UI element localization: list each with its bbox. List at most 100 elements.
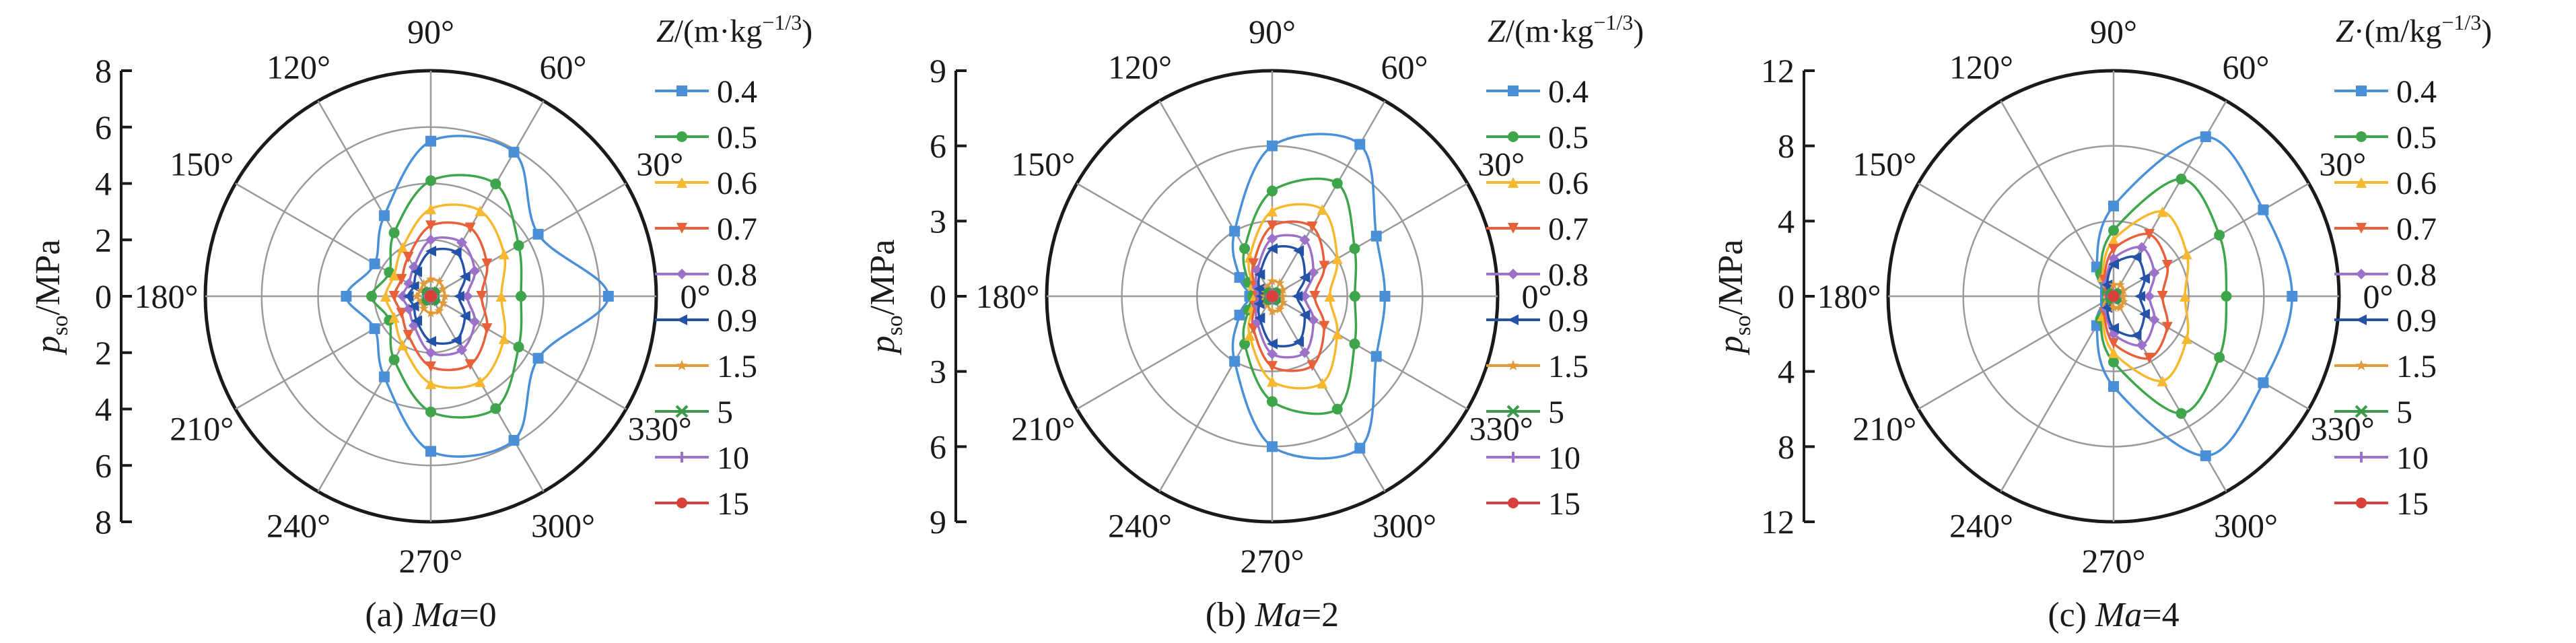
legend-item-0.8: 0.8 bbox=[1486, 257, 1589, 293]
legend: Z·(m/kg−1/3) 0.4 0.5 0.6 0.7 0.8 0.9 1.5 5 10 15 bbox=[2334, 10, 2492, 522]
data-point bbox=[425, 234, 436, 246]
angle-label-0: 0° bbox=[1522, 277, 1552, 315]
data-point bbox=[476, 291, 487, 302]
legend-title-close: ) bbox=[1633, 13, 1644, 49]
angle-label-210: 210° bbox=[1011, 410, 1075, 448]
data-point bbox=[388, 312, 400, 323]
radial-tick-label: 6 bbox=[930, 127, 946, 165]
data-point bbox=[2108, 323, 2119, 334]
y-axis-label-sub: so bbox=[48, 315, 73, 335]
data-point bbox=[462, 291, 473, 302]
legend-label: 5 bbox=[1548, 395, 1564, 430]
data-point bbox=[1267, 140, 1278, 151]
radial-tick-label: 6 bbox=[95, 446, 112, 484]
radial-tick-label: 4 bbox=[95, 391, 112, 428]
data-point bbox=[513, 240, 524, 251]
legend-marker bbox=[1508, 498, 1519, 508]
legend-marker bbox=[2356, 314, 2367, 325]
polar-spoke bbox=[1918, 182, 2114, 298]
data-point bbox=[397, 291, 409, 302]
data-point bbox=[425, 446, 436, 457]
data-point bbox=[1299, 347, 1311, 358]
data-point bbox=[1307, 221, 1318, 232]
polar-spoke bbox=[429, 100, 545, 297]
radial-tick-label: 3 bbox=[930, 202, 946, 240]
data-point bbox=[508, 147, 520, 158]
data-point bbox=[475, 376, 486, 387]
data-point bbox=[425, 308, 436, 318]
data-point bbox=[1308, 314, 1319, 326]
legend-item-5: 5 bbox=[2334, 395, 2412, 430]
angle-label-270: 270° bbox=[2082, 542, 2146, 580]
data-point bbox=[366, 291, 378, 302]
data-point bbox=[2118, 291, 2128, 301]
caption-value: =0 bbox=[459, 596, 496, 634]
angle-label-0: 0° bbox=[2363, 277, 2394, 315]
data-point bbox=[2175, 173, 2187, 184]
data-point bbox=[1229, 226, 1241, 237]
data-point bbox=[425, 336, 436, 347]
data-point bbox=[1370, 351, 1382, 362]
legend-marker bbox=[676, 452, 687, 463]
data-point bbox=[2101, 302, 2113, 313]
data-point bbox=[1267, 376, 1278, 387]
legend-title-var: Z bbox=[1488, 13, 1506, 49]
legend-marker bbox=[1508, 269, 1519, 279]
legend-item-0.5: 0.5 bbox=[2334, 120, 2437, 156]
data-point bbox=[425, 175, 436, 187]
data-point bbox=[1331, 403, 1343, 415]
y-axis-label: pso/MPa bbox=[1712, 240, 1755, 356]
data-point bbox=[508, 434, 520, 446]
series-0.6 bbox=[380, 203, 510, 389]
data-point bbox=[408, 300, 419, 312]
y-axis-label-sub: so bbox=[882, 315, 907, 335]
data-point bbox=[1254, 269, 1265, 280]
data-point bbox=[2200, 131, 2211, 143]
data-point bbox=[1331, 328, 1343, 339]
legend-label: 10 bbox=[2396, 440, 2429, 476]
data-point bbox=[2149, 267, 2160, 279]
data-point bbox=[2118, 285, 2128, 295]
data-point bbox=[388, 269, 400, 281]
caption-value: =2 bbox=[1302, 596, 1339, 634]
caption-var: Ma bbox=[2095, 596, 2142, 634]
legend-marker bbox=[676, 269, 687, 279]
panel-caption: (c) Ma=4 bbox=[2048, 596, 2179, 634]
data-point bbox=[2108, 201, 2119, 211]
data-point bbox=[2108, 302, 2119, 312]
y-axis-label-var: p bbox=[864, 335, 902, 356]
data-point bbox=[1239, 243, 1251, 255]
legend-label: 15 bbox=[717, 486, 749, 522]
legend-title-var: Z bbox=[656, 13, 675, 49]
data-point bbox=[1317, 377, 1328, 388]
legend-item-0.4: 0.4 bbox=[655, 74, 757, 110]
legend-title: Z/(m·kg−1/3) bbox=[656, 10, 812, 49]
legend-title-var: Z bbox=[2336, 13, 2355, 49]
data-point bbox=[1267, 441, 1278, 452]
data-point bbox=[532, 353, 544, 364]
legend-item-1.5: 1.5 bbox=[2334, 349, 2437, 384]
radial-tick-label: 3 bbox=[930, 353, 946, 391]
legend-item-15: 15 bbox=[2334, 486, 2429, 522]
angle-label-300: 300° bbox=[531, 506, 595, 544]
data-point bbox=[1244, 330, 1255, 341]
data-point bbox=[513, 341, 524, 353]
legend-label: 15 bbox=[1548, 486, 1580, 522]
legend: Z/(m·kg−1/3) 0.4 0.5 0.6 0.7 0.8 0.9 1.5 5 10 15 bbox=[1486, 10, 1644, 522]
series-0.9 bbox=[1253, 243, 1311, 349]
legend-item-0.6: 0.6 bbox=[2334, 166, 2437, 201]
data-point bbox=[2180, 291, 2191, 302]
legend-marker bbox=[2356, 269, 2367, 279]
legend-label: 0.6 bbox=[2396, 166, 2437, 201]
data-point bbox=[434, 276, 444, 286]
data-point bbox=[403, 330, 414, 341]
radial-tick-label: 6 bbox=[930, 428, 946, 465]
series-0.4 bbox=[341, 135, 614, 458]
data-point bbox=[440, 291, 450, 301]
angle-label-90: 90° bbox=[407, 13, 454, 50]
radial-tick-label: 9 bbox=[930, 503, 946, 541]
data-point bbox=[2181, 248, 2192, 260]
data-point bbox=[1309, 291, 1321, 302]
data-point bbox=[378, 371, 390, 382]
data-point bbox=[1317, 204, 1328, 215]
